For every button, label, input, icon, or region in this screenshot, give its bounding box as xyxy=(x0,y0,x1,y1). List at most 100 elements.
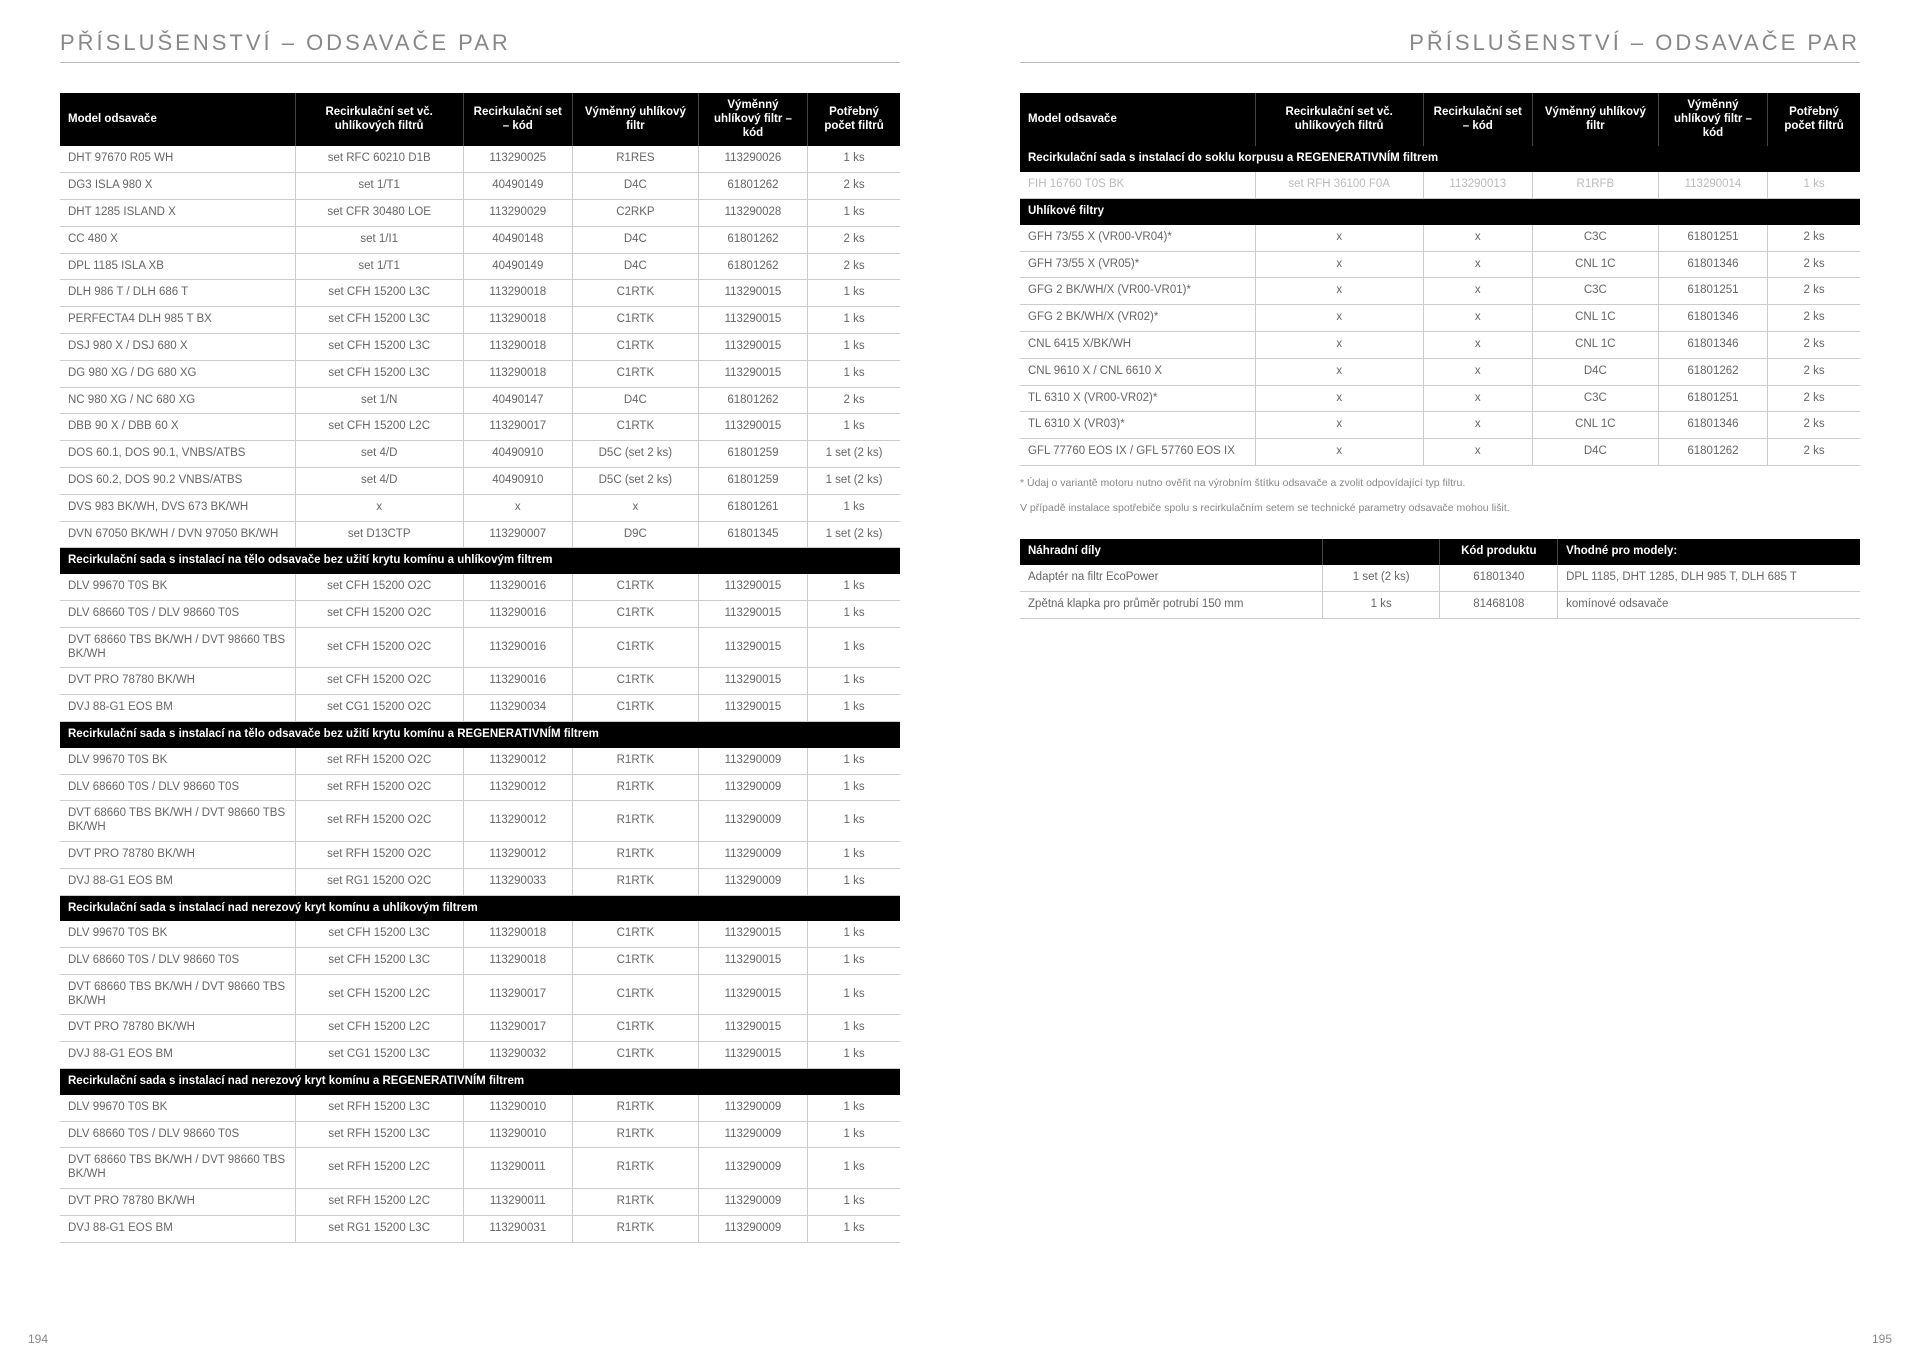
table-body-left: DHT 97670 R05 WHset RFC 60210 D1B1132900… xyxy=(60,146,900,1242)
parts-cell: Zpětná klapka pro průměr potrubí 150 mm xyxy=(1020,591,1322,618)
cell: 1 ks xyxy=(808,841,900,868)
th-model: Model odsavače xyxy=(60,93,295,146)
cell: 113290026 xyxy=(698,146,807,172)
cell: 2 ks xyxy=(1768,358,1860,385)
cell: x xyxy=(1423,225,1532,251)
cell: 113290015 xyxy=(698,1042,807,1069)
cell: 1 ks xyxy=(808,333,900,360)
table-row: NC 980 XG / NC 680 XGset 1/N40490147D4C6… xyxy=(60,387,900,414)
table-row: DVT 68660 TBS BK/WH / DVT 98660 TBS BK/W… xyxy=(60,974,900,1015)
cell: 113290015 xyxy=(698,574,807,600)
table-row: DLV 99670 T0S BKset CFH 15200 O2C1132900… xyxy=(60,574,900,600)
accessories-table-right: Model odsavače Recirkulační set vč. uhlí… xyxy=(1020,93,1860,466)
section-label: Recirkulační sada s instalací na tělo od… xyxy=(60,721,900,747)
section-label: Recirkulační sada s instalací do soklu k… xyxy=(1020,146,1860,172)
cell: 1 ks xyxy=(808,1042,900,1069)
cell: 61801261 xyxy=(698,494,807,521)
cell: x xyxy=(1255,439,1423,466)
table-row: DVT 68660 TBS BK/WH / DVT 98660 TBS BK/W… xyxy=(60,1148,900,1189)
parts-cell: 81468108 xyxy=(1440,591,1558,618)
cell: R1RES xyxy=(572,146,698,172)
cell: 40490149 xyxy=(463,173,572,200)
section-label: Uhlíkové filtry xyxy=(1020,198,1860,224)
table-row: DOS 60.2, DOS 90.2 VNBS/ATBSset 4/D40490… xyxy=(60,467,900,494)
cell: 113290017 xyxy=(463,1015,572,1042)
cell: D5C (set 2 ks) xyxy=(572,441,698,468)
cell: DVT 68660 TBS BK/WH / DVT 98660 TBS BK/W… xyxy=(60,1148,295,1189)
cell: 113290015 xyxy=(698,280,807,307)
cell: 113290015 xyxy=(698,1015,807,1042)
table-row: TL 6310 X (VR00-VR02)*xxC3C618012512 ks xyxy=(1020,385,1860,412)
cell: D4C xyxy=(572,253,698,280)
cell: 113290017 xyxy=(463,974,572,1015)
cell: C1RTK xyxy=(572,974,698,1015)
table-row: DVJ 88-G1 EOS BMset RG1 15200 L3C1132900… xyxy=(60,1215,900,1242)
cell: 1 ks xyxy=(808,494,900,521)
cell: C1RTK xyxy=(572,600,698,627)
cell: 113290018 xyxy=(463,948,572,975)
cell: 113290033 xyxy=(463,868,572,895)
cell: 61801262 xyxy=(1658,439,1767,466)
cell: set CFH 15200 L3C xyxy=(295,333,463,360)
cell: PERFECTA4 DLH 985 T BX xyxy=(60,307,295,334)
cell: 1 ks xyxy=(808,574,900,600)
cell: C3C xyxy=(1532,385,1658,412)
cell: 1 ks xyxy=(808,695,900,722)
cell: 113290025 xyxy=(463,146,572,172)
cell: 113290016 xyxy=(463,668,572,695)
th-setcode: Recirkulační set – kód xyxy=(463,93,572,146)
cell: DVT PRO 78780 BK/WH xyxy=(60,1015,295,1042)
section-label: Recirkulační sada s instalací nad nerezo… xyxy=(60,895,900,921)
cell: DLV 99670 T0S BK xyxy=(60,748,295,774)
section-label: Recirkulační sada s instalací na tělo od… xyxy=(60,548,900,574)
cell: 113290010 xyxy=(463,1095,572,1121)
cell: TL 6310 X (VR00-VR02)* xyxy=(1020,385,1255,412)
cell: set CFH 15200 L3C xyxy=(295,360,463,387)
cell: DVT 68660 TBS BK/WH / DVT 98660 TBS BK/W… xyxy=(60,974,295,1015)
cell: set 1/T1 xyxy=(295,253,463,280)
cell: 40490910 xyxy=(463,441,572,468)
cell: 2 ks xyxy=(1768,385,1860,412)
table-row: CC 480 Xset 1/I140490148D4C618012622 ks xyxy=(60,226,900,253)
table-row: GFG 2 BK/WH/X (VR00-VR01)*xxC3C618012512… xyxy=(1020,278,1860,305)
cell: DLV 68660 T0S / DLV 98660 T0S xyxy=(60,1121,295,1148)
th-set: Recirkulační set vč. uhlíkových filtrů xyxy=(295,93,463,146)
cell: 113290009 xyxy=(698,1189,807,1216)
th-parts-models: Vhodné pro modely: xyxy=(1558,539,1860,565)
cell: 2 ks xyxy=(1768,439,1860,466)
parts-cell: DPL 1185, DHT 1285, DLH 985 T, DLH 685 T xyxy=(1558,565,1860,591)
cell: 113290015 xyxy=(698,695,807,722)
cell: 1 ks xyxy=(808,868,900,895)
cell: DVT PRO 78780 BK/WH xyxy=(60,841,295,868)
cell: x xyxy=(1423,251,1532,278)
table-row: DVS 983 BK/WH, DVS 673 BK/WHxxx618012611… xyxy=(60,494,900,521)
cell: 1 ks xyxy=(808,1015,900,1042)
cell: set 4/D xyxy=(295,441,463,468)
table-row: FIH 16760 T0S BKset RFH 36100 F0A1132900… xyxy=(1020,172,1860,198)
cell: set CFH 15200 L3C xyxy=(295,280,463,307)
cell: C1RTK xyxy=(572,695,698,722)
parts-row: Zpětná klapka pro průměr potrubí 150 mm1… xyxy=(1020,591,1860,618)
cell: D4C xyxy=(1532,439,1658,466)
cell: 1 set (2 ks) xyxy=(808,467,900,494)
cell: 61801259 xyxy=(698,467,807,494)
parts-cell: komínové odsavače xyxy=(1558,591,1860,618)
cell: DHT 97670 R05 WH xyxy=(60,146,295,172)
accessories-table-left: Model odsavače Recirkulační set vč. uhlí… xyxy=(60,93,900,1243)
cell: 113290014 xyxy=(1658,172,1767,198)
table-row: DVJ 88-G1 EOS BMset CG1 15200 O2C1132900… xyxy=(60,695,900,722)
cell: 1 ks xyxy=(808,280,900,307)
section-header-row: Recirkulační sada s instalací nad nerezo… xyxy=(60,1069,900,1095)
cell: set CFH 15200 L2C xyxy=(295,974,463,1015)
cell: CNL 1C xyxy=(1532,305,1658,332)
cell: x xyxy=(1255,358,1423,385)
cell: 113290013 xyxy=(1423,172,1532,198)
table-body-right: Recirkulační sada s instalací do soklu k… xyxy=(1020,146,1860,465)
parts-cell: 1 set (2 ks) xyxy=(1322,565,1440,591)
cell: set RFC 60210 D1B xyxy=(295,146,463,172)
cell: set 1/I1 xyxy=(295,226,463,253)
cell: x xyxy=(1255,278,1423,305)
table-row: GFL 77760 EOS IX / GFL 57760 EOS IXxxD4C… xyxy=(1020,439,1860,466)
cell: TL 6310 X (VR03)* xyxy=(1020,412,1255,439)
cell: D4C xyxy=(572,173,698,200)
